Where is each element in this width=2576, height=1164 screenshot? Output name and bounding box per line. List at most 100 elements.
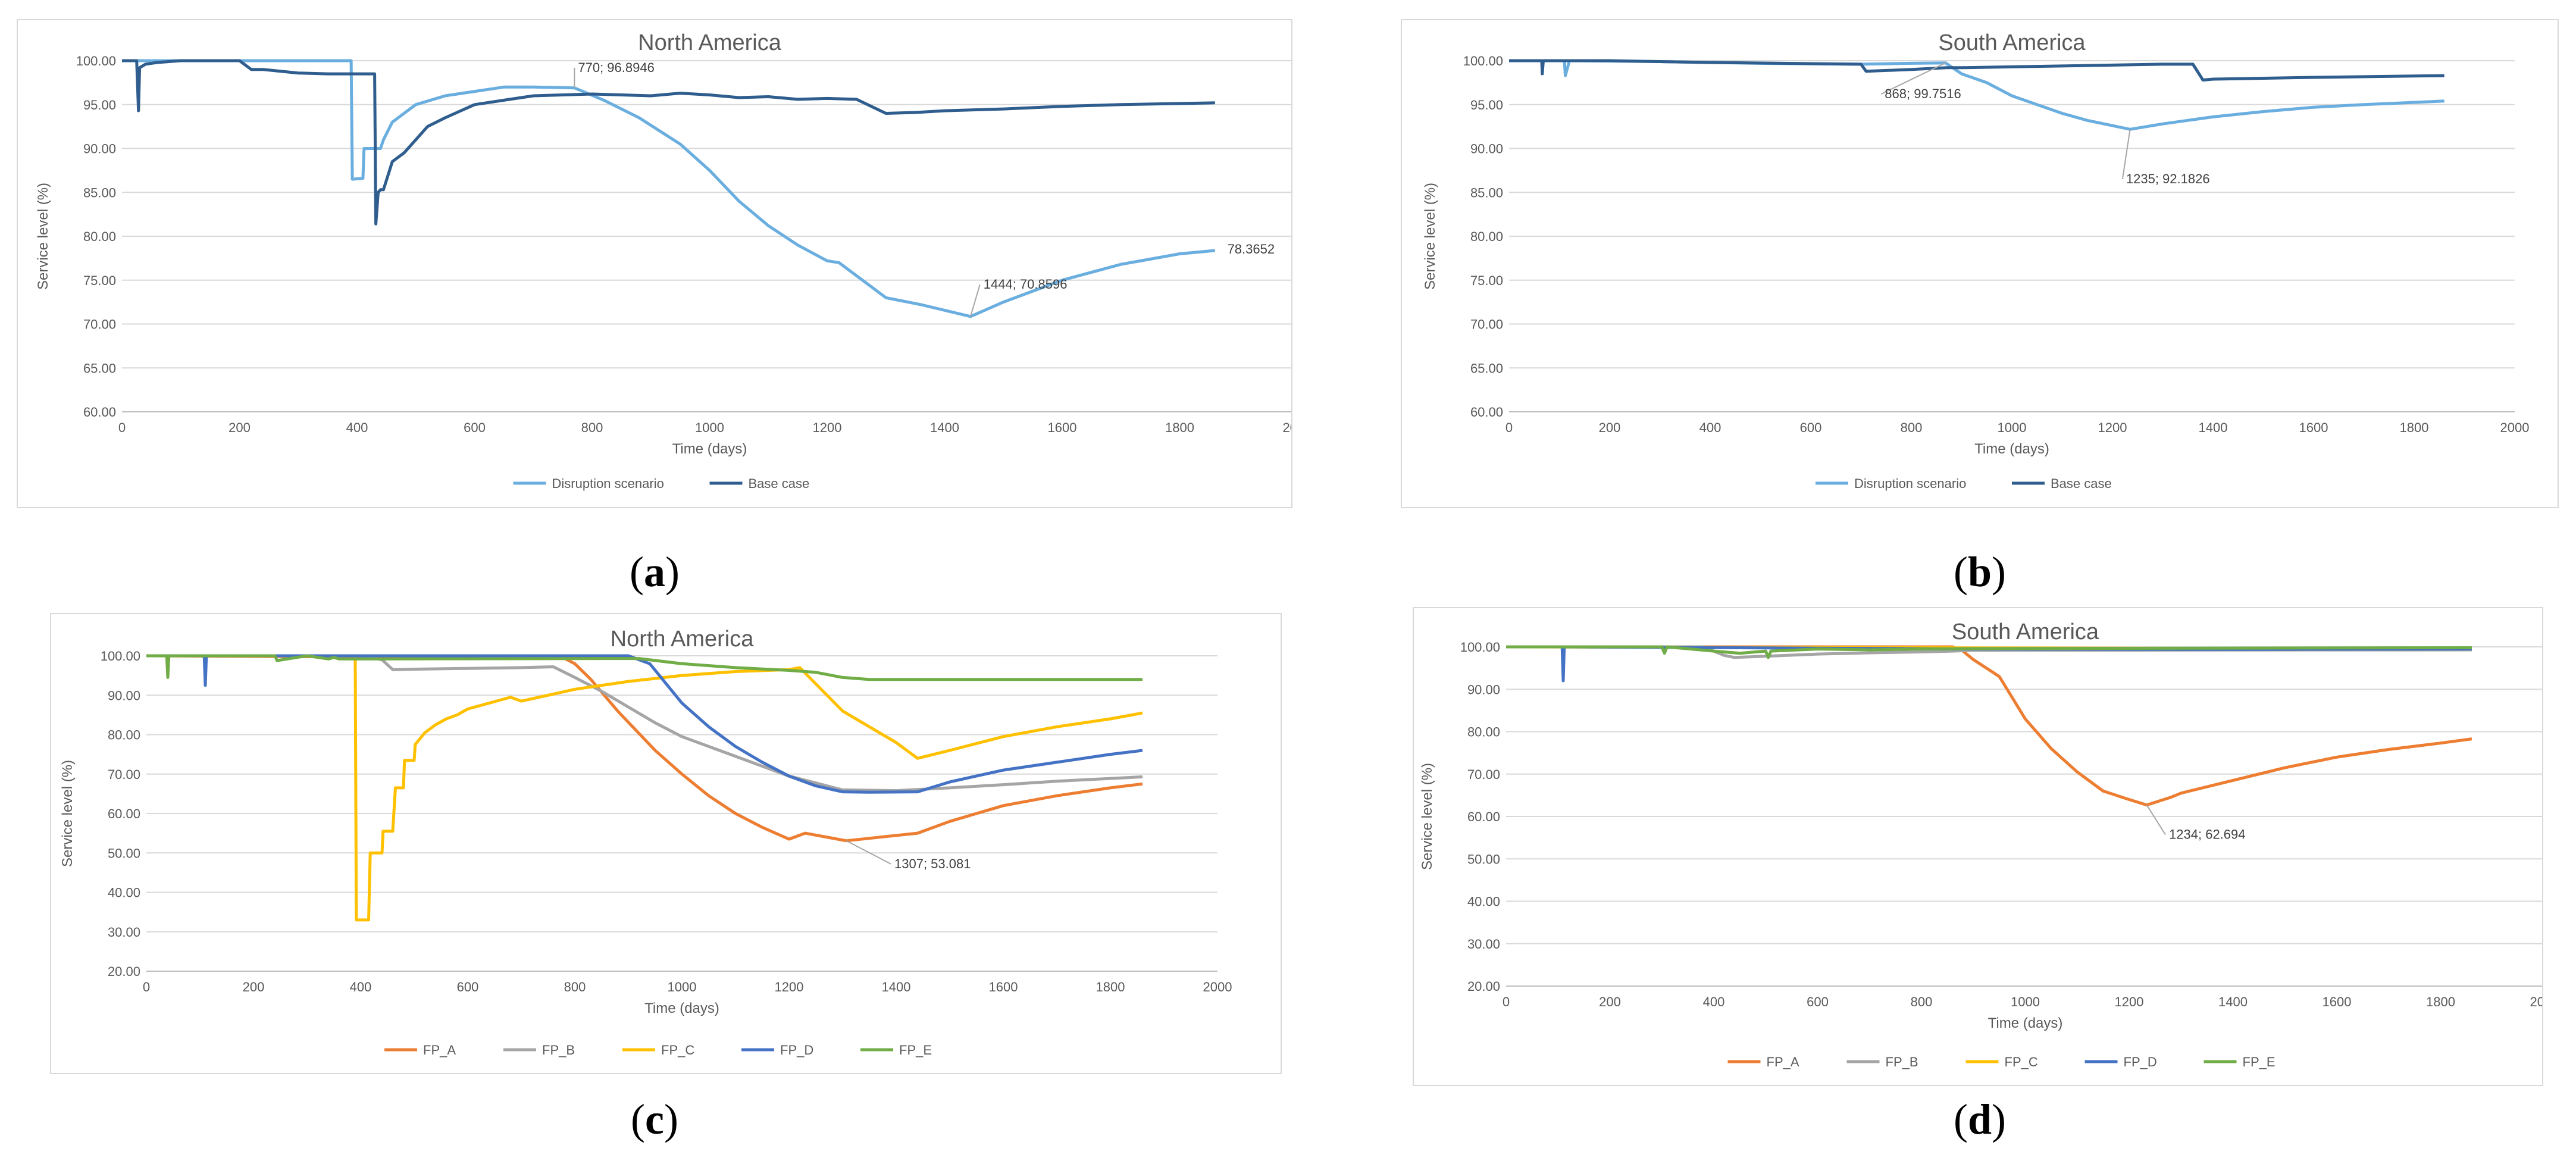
y-tick-label: 100.00 [76, 54, 116, 68]
x-tick-label: 200 [229, 420, 251, 435]
y-tick-label: 30.00 [108, 925, 140, 940]
legend-item: FP_E [2203, 1055, 2275, 1069]
y-tick-label: 50.00 [1467, 852, 1500, 866]
x-tick-label: 200 [1599, 420, 1621, 435]
panel-label-d: (d) [1953, 1096, 2006, 1143]
y-tick-label: 75.00 [1470, 273, 1503, 288]
legend-label: FP_B [542, 1043, 575, 1057]
y-tick-label: 70.00 [1470, 317, 1503, 332]
x-tick-label: 1000 [668, 980, 697, 994]
x-tick-label: 2000 [2530, 994, 2542, 1009]
y-tick-label: 65.00 [1470, 361, 1503, 376]
y-tick-label: 30.00 [1467, 937, 1500, 952]
x-tick-label: 1200 [2115, 994, 2144, 1009]
y-tick-label: 60.00 [1467, 809, 1500, 824]
y-tick-label: 60.00 [1470, 405, 1503, 420]
y-tick-label: 60.00 [108, 806, 140, 821]
legend-item: FP_C [1965, 1055, 2038, 1069]
x-tick-label: 1600 [989, 980, 1018, 994]
legend-label: Base case [749, 476, 810, 491]
y-tick-label: 90.00 [108, 688, 140, 703]
x-tick-label: 1400 [882, 980, 911, 994]
x-tick-label: 1600 [2299, 420, 2328, 435]
legend-label: Disruption scenario [552, 476, 664, 491]
x-tick-label: 600 [457, 980, 479, 994]
data-label: 1444; 70.8596 [984, 277, 1068, 292]
x-tick-label: 1000 [2011, 994, 2040, 1009]
panel-label-b: (b) [1953, 548, 2006, 596]
x-tick-label: 1600 [2323, 994, 2352, 1009]
panel-label-a: (a) [630, 548, 680, 596]
x-tick-label: 600 [464, 420, 486, 435]
data-label: 1235; 92.1826 [2126, 171, 2210, 186]
x-tick-label: 0 [118, 420, 126, 435]
y-tick-label: 80.00 [1467, 725, 1500, 740]
legend-label: FP_B [1886, 1055, 1918, 1069]
chart-svg-d: South America 20.00 30.00 40.00 50.00 60.00 70… [1419, 619, 2542, 1069]
y-tick-label: 60.00 [83, 405, 116, 420]
y-tick-label: 95.00 [83, 98, 116, 112]
series-line-disruption-scenario [122, 59, 1216, 318]
x-tick-label: 1400 [2199, 420, 2228, 435]
legend-item: FP_D [741, 1043, 813, 1057]
x-tick-label: 800 [1911, 994, 1933, 1009]
x-tick-label: 1400 [930, 420, 959, 435]
x-tick-label: 1200 [775, 980, 804, 994]
series-line-fp-e [1506, 645, 2472, 659]
series-line-fp-d [146, 654, 1143, 794]
y-tick-label: 20.00 [108, 964, 140, 979]
x-tick-label: 1800 [2400, 420, 2429, 435]
legend-label: Disruption scenario [1854, 476, 1966, 491]
legend-label: FP_D [2124, 1055, 2157, 1069]
chart-title: South America [1952, 619, 2099, 644]
legend-item: Disruption scenario [513, 476, 664, 491]
chart-panel-c: North America 20.00 30.00 40.00 50.00 60.00 70… [50, 613, 1282, 1074]
x-tick-label: 0 [1503, 994, 1510, 1009]
series-line-fp-c [146, 654, 1143, 922]
y-tick-label: 90.00 [83, 142, 116, 157]
y-axis-title: Service level (%) [60, 760, 76, 867]
series-line-fp-d [1506, 645, 2472, 683]
y-tick-label: 40.00 [108, 885, 140, 900]
x-tick-label: 200 [1599, 994, 1621, 1009]
y-tick-label: 50.00 [108, 846, 140, 861]
x-tick-label: 600 [1800, 420, 1822, 435]
chart-title: North America [611, 627, 755, 652]
x-tick-label: 2000 [2500, 420, 2530, 435]
legend-item: FP_A [1727, 1055, 1799, 1069]
legend-item: FP_B [1846, 1055, 1918, 1069]
chart-svg-a: North America 60.00 65.00 70.00 75.00 80.00 85… [35, 30, 1291, 491]
x-tick-label: 400 [346, 420, 368, 435]
data-label: 770; 96.8946 [578, 60, 654, 75]
x-tick-label: 600 [1807, 994, 1829, 1009]
legend-label: FP_D [780, 1043, 813, 1057]
y-tick-label: 85.00 [83, 185, 116, 200]
legend-label: FP_C [2005, 1055, 2038, 1069]
series-line-base-case [122, 59, 1215, 226]
y-tick-label: 100.00 [1463, 54, 1503, 68]
legend-item: Disruption scenario [1816, 476, 1966, 491]
x-tick-label: 1400 [2218, 994, 2248, 1009]
chart-panel-b: South America 60.00 65.00 70.00 75.00 80.00 85… [1401, 19, 2559, 508]
legend-label: FP_E [899, 1043, 932, 1057]
data-label: 1307; 53.081 [894, 856, 971, 871]
chart-svg-b: South America 60.00 65.00 70.00 75.00 80.00 85… [1422, 30, 2530, 491]
x-tick-label: 800 [564, 980, 586, 994]
annotation-leader [969, 284, 981, 317]
annotation-leader [2146, 805, 2166, 836]
series-line-fp-a [1506, 645, 2472, 807]
x-tick-label: 400 [350, 980, 372, 994]
y-tick-label: 90.00 [1467, 682, 1500, 697]
y-tick-label: 70.00 [108, 767, 140, 782]
x-tick-label: 2000 [1283, 420, 1291, 435]
data-label: 78.3652 [1228, 242, 1275, 256]
x-axis-title: Time (days) [644, 1000, 719, 1016]
y-tick-label: 80.00 [83, 229, 116, 244]
x-tick-label: 400 [1699, 420, 1721, 435]
x-axis-title: Time (days) [1988, 1015, 2063, 1031]
data-label: 868; 99.7516 [1885, 86, 1961, 101]
legend-item: Base case [2012, 476, 2112, 491]
x-tick-label: 1200 [813, 420, 842, 435]
y-tick-label: 20.00 [1467, 979, 1500, 994]
legend-label: FP_A [423, 1043, 456, 1057]
